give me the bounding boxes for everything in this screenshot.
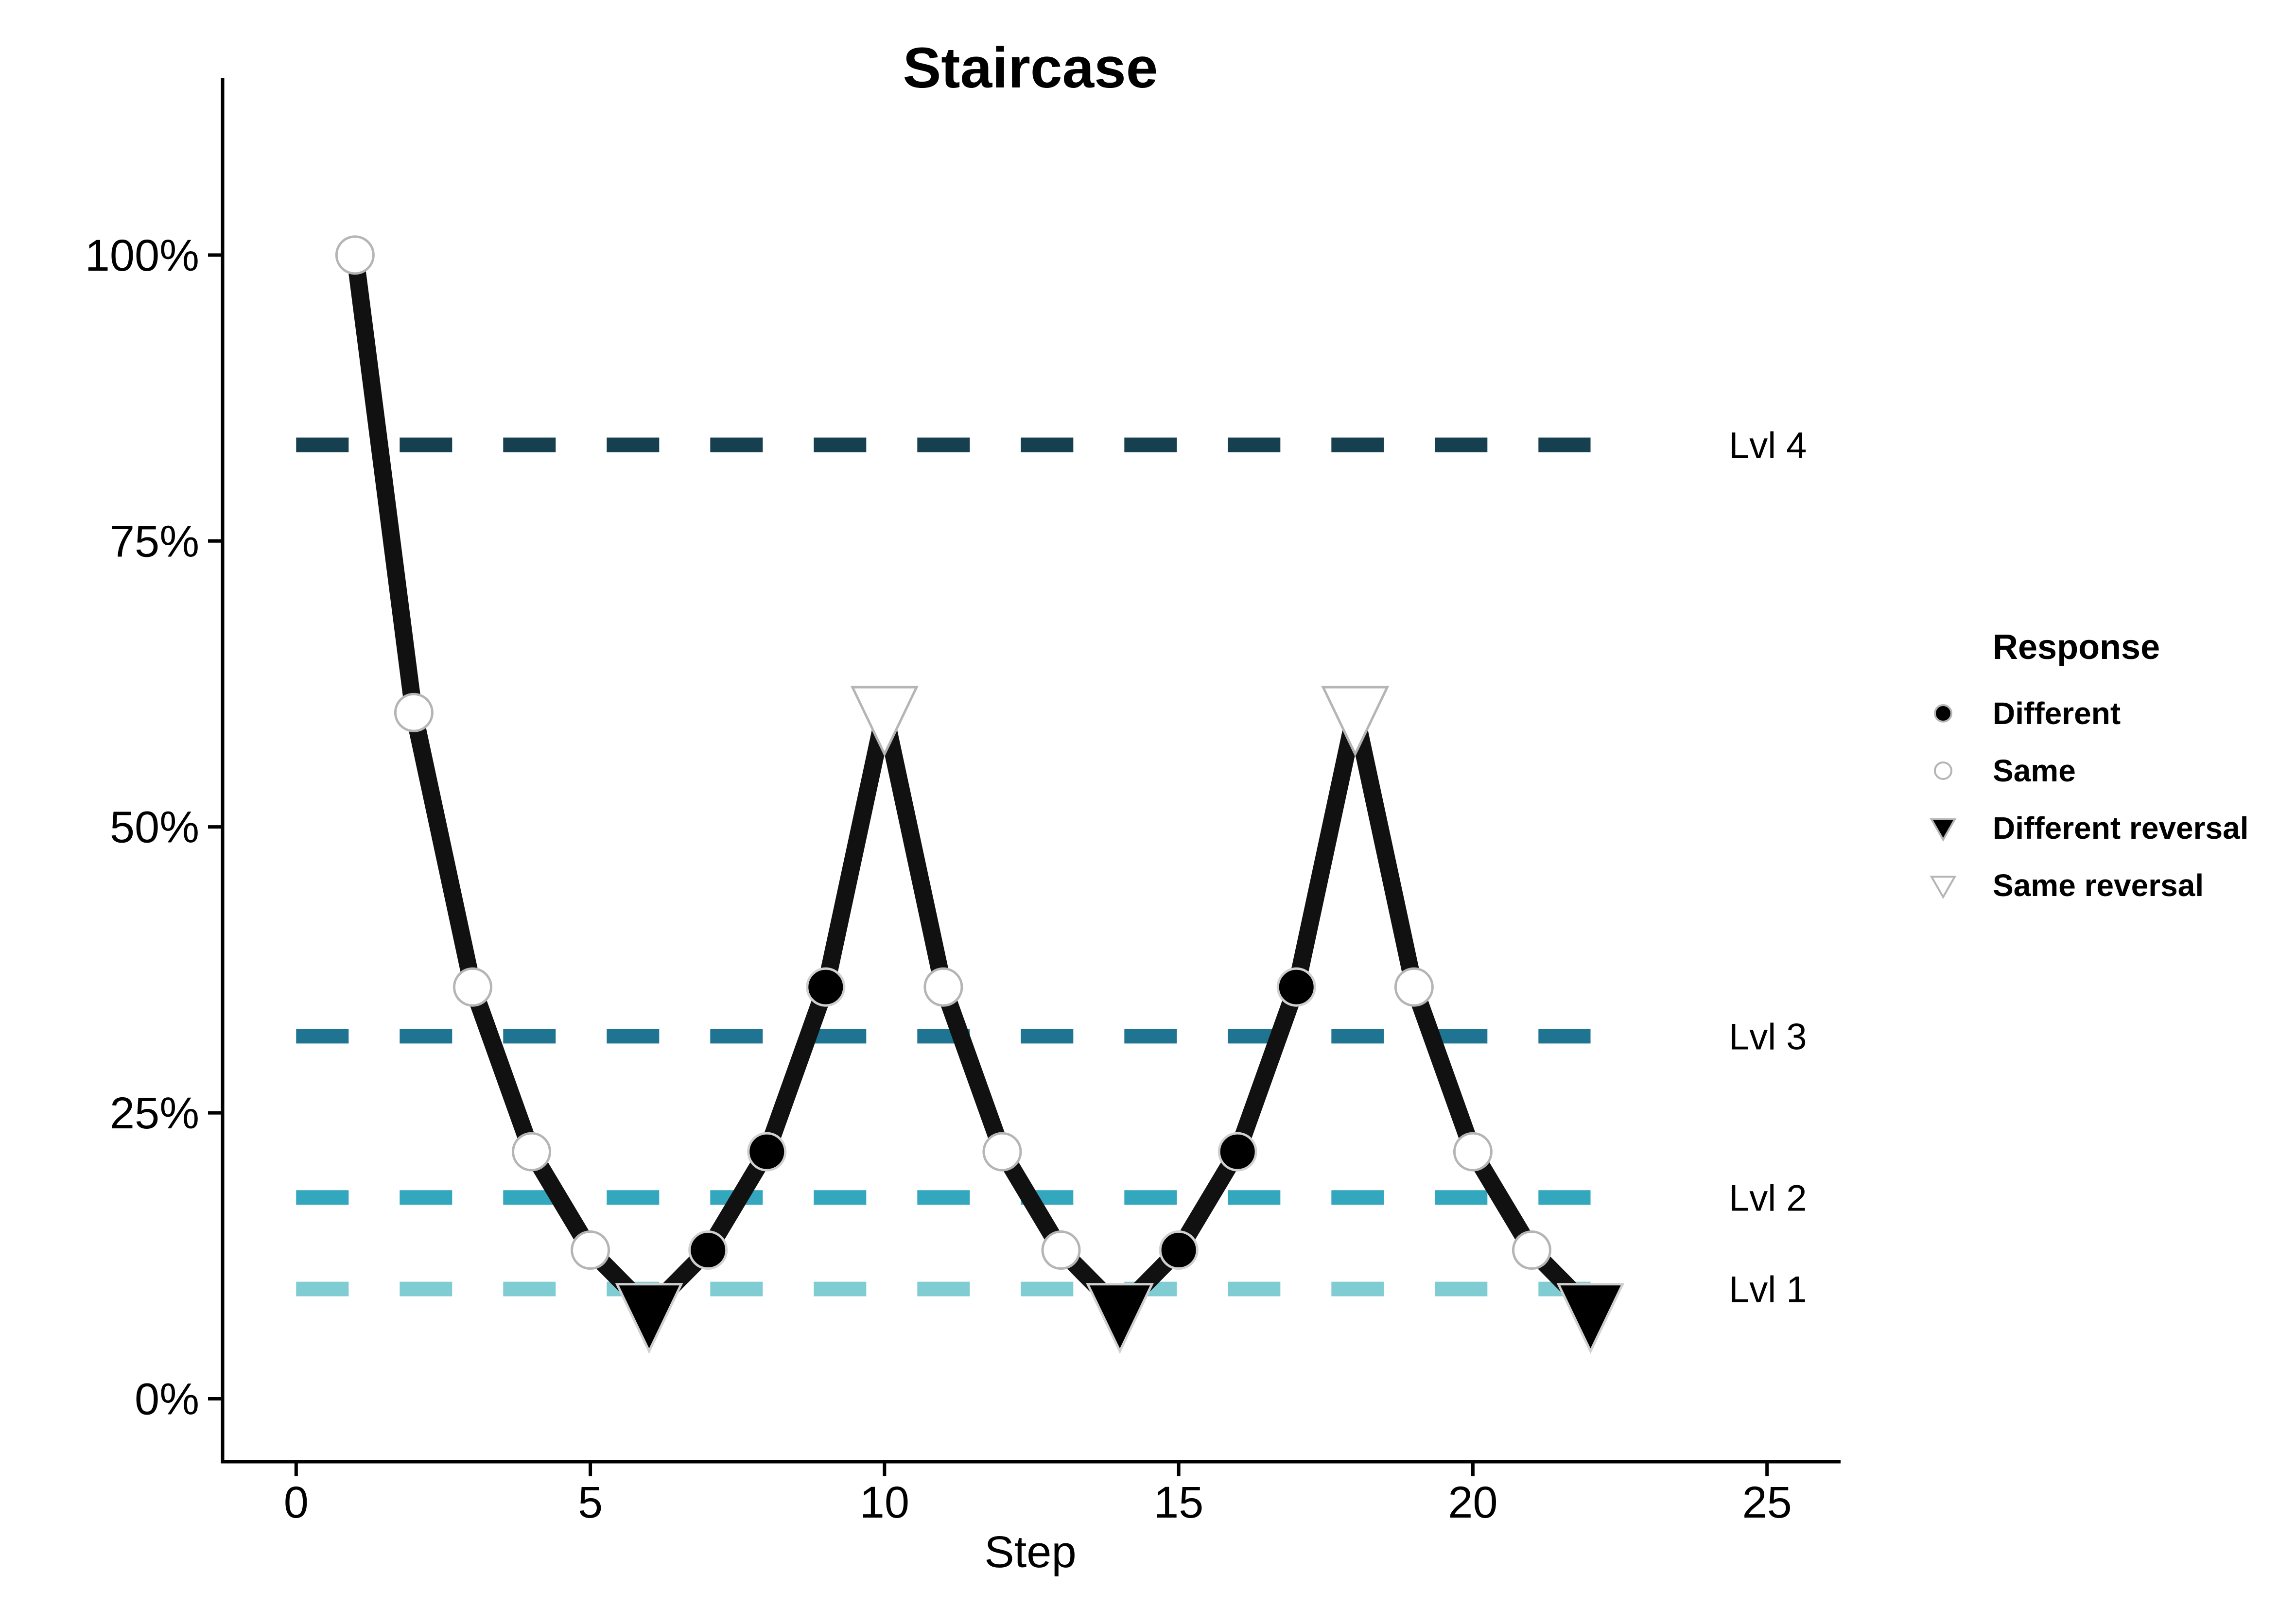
- same-reversal-marker: [1321, 686, 1390, 757]
- y-axis-ticks: 0% 25% 50% 75% 100%: [85, 231, 223, 1424]
- staircase-line-group: [346, 254, 1597, 1318]
- same-marker: [394, 692, 434, 732]
- legend-key-3: [1930, 818, 1957, 842]
- same-marker: [982, 1132, 1022, 1172]
- same-marker: [1041, 1230, 1081, 1270]
- data-markers: [335, 235, 1625, 1354]
- same-marker: [452, 967, 492, 1007]
- legend-key-1: [1934, 704, 1952, 723]
- reference-line-labels: Lvl 4 Lvl 3 Lvl 2 Lvl 1: [1729, 425, 1807, 1311]
- x-tick-label: 25: [1742, 1478, 1792, 1527]
- legend-label: Same reversal: [1993, 868, 2204, 903]
- different-reversal-marker: [615, 1283, 683, 1354]
- different-marker: [688, 1230, 728, 1270]
- y-tick-label: 25%: [110, 1089, 199, 1138]
- same-reversal-marker: [850, 686, 919, 757]
- reference-line-label: Lvl 4: [1729, 425, 1807, 467]
- same-marker: [1394, 967, 1434, 1007]
- staircase-line: [346, 254, 1597, 1318]
- legend-title: Response: [1993, 628, 2160, 667]
- y-tick-label: 75%: [110, 517, 199, 566]
- legend-entries: Different Same Different reversal Same reve…: [1930, 696, 2248, 903]
- reference-lines: [296, 437, 1591, 1296]
- same-marker: [512, 1132, 552, 1172]
- different-marker: [806, 967, 846, 1007]
- same-marker: [571, 1230, 610, 1270]
- chart-title: Staircase: [903, 36, 1158, 100]
- same-marker: [1512, 1230, 1551, 1270]
- same-marker: [335, 235, 375, 275]
- x-axis-ticks: 0 5 10 15 20 25: [284, 1462, 1792, 1527]
- legend-label: Different reversal: [1993, 811, 2248, 846]
- different-reversal-marker: [1086, 1283, 1154, 1354]
- different-reversal-marker: [1556, 1283, 1625, 1354]
- different-marker: [1218, 1132, 1257, 1172]
- legend: Response Different Same Different reversal…: [1930, 628, 2248, 903]
- x-tick-label: 5: [578, 1478, 603, 1527]
- reference-line-label: Lvl 1: [1729, 1269, 1807, 1311]
- different-marker: [1159, 1230, 1199, 1270]
- same-marker: [923, 967, 963, 1007]
- reference-line-label: Lvl 3: [1729, 1016, 1807, 1057]
- y-tick-label: 50%: [110, 803, 199, 852]
- y-tick-label: 0%: [135, 1375, 199, 1424]
- different-marker: [1276, 967, 1316, 1007]
- same-marker: [1453, 1132, 1493, 1172]
- x-axis-title: Step: [984, 1527, 1076, 1577]
- legend-key-4: [1930, 876, 1957, 899]
- x-tick-label: 10: [860, 1478, 909, 1527]
- legend-label: Different: [1993, 696, 2121, 731]
- different-marker: [747, 1132, 787, 1172]
- legend-key-2: [1934, 761, 1952, 780]
- y-tick-label: 100%: [85, 231, 199, 280]
- legend-label: Same: [1993, 753, 2076, 788]
- x-tick-label: 15: [1154, 1478, 1203, 1527]
- reference-line-label: Lvl 2: [1729, 1177, 1807, 1219]
- x-tick-label: 0: [284, 1478, 309, 1527]
- x-tick-label: 20: [1448, 1478, 1497, 1527]
